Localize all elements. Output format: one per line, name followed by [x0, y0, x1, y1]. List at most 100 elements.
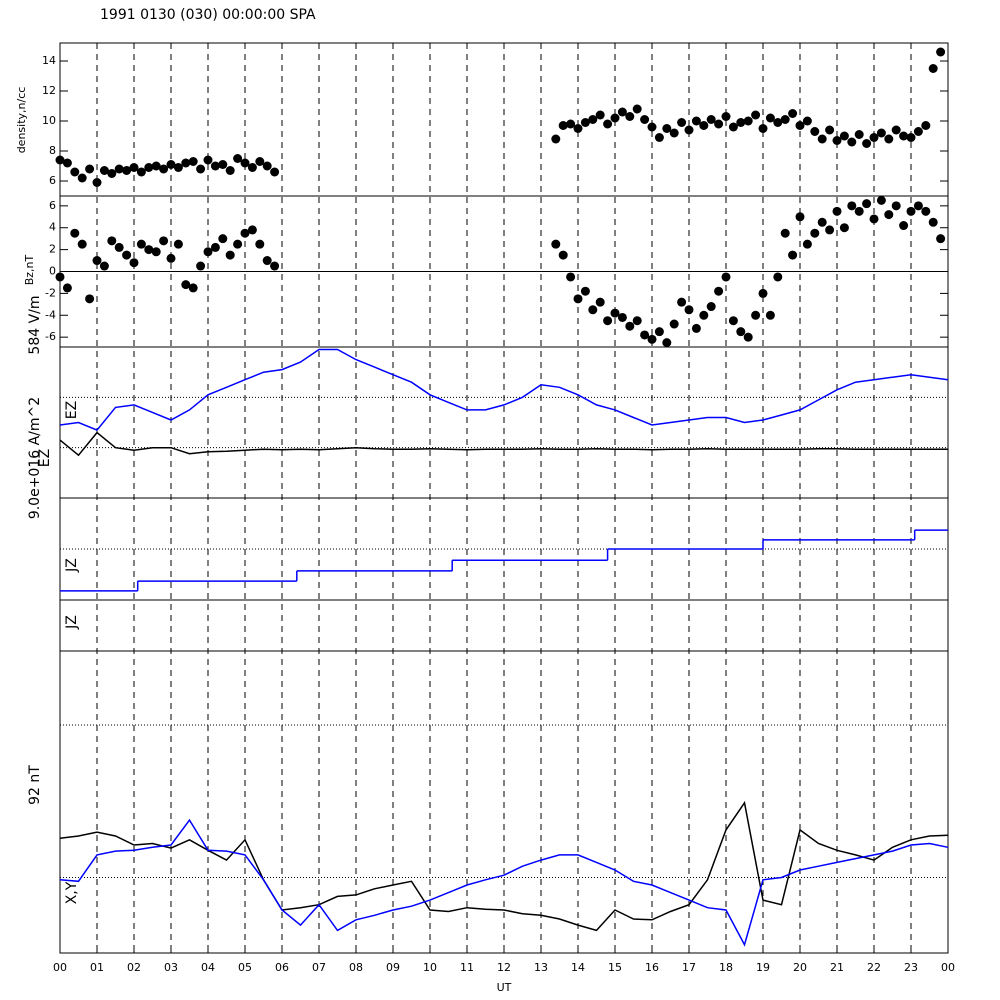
data-point — [928, 64, 938, 73]
data-point — [706, 115, 716, 124]
data-point — [166, 160, 176, 169]
data-point — [758, 124, 768, 133]
data-line — [59, 431, 948, 457]
x-tick-label: 10 — [423, 961, 437, 974]
data-point — [662, 124, 672, 133]
data-point — [203, 155, 213, 165]
y-tick-label: 0 — [49, 265, 56, 278]
data-point — [751, 110, 761, 120]
data-point — [721, 112, 731, 121]
data-point — [817, 134, 827, 144]
data-point — [899, 131, 909, 141]
data-point — [906, 133, 916, 142]
data-point — [632, 104, 642, 114]
data-point — [728, 122, 738, 132]
data-point — [869, 214, 879, 224]
data-point — [928, 217, 938, 227]
data-point — [839, 223, 849, 233]
data-point — [603, 316, 613, 326]
data-point — [669, 128, 679, 138]
x-tick-label: 00 — [53, 961, 67, 974]
data-point — [122, 166, 132, 175]
data-point — [632, 316, 642, 326]
data-point — [788, 250, 798, 260]
x-tick-label: 13 — [534, 961, 548, 974]
data-point — [603, 119, 613, 129]
data-point — [832, 206, 842, 216]
data-point — [810, 228, 820, 238]
data-point — [85, 164, 95, 174]
y-axis-label: Bz,nT — [23, 254, 36, 285]
data-point — [876, 195, 886, 205]
data-point — [662, 338, 672, 348]
data-point — [780, 228, 790, 238]
data-point — [854, 206, 864, 216]
data-point — [595, 110, 605, 120]
data-point — [610, 308, 620, 318]
data-point — [262, 256, 272, 266]
data-point — [92, 256, 102, 266]
x-tick-label: 04 — [201, 961, 215, 974]
y-tick-label: 6 — [49, 199, 56, 212]
data-point — [691, 323, 701, 333]
y-tick-label: 12 — [42, 84, 56, 97]
data-point — [691, 116, 701, 126]
data-point — [151, 161, 161, 171]
data-point — [233, 239, 243, 249]
x-tick-label: 19 — [756, 961, 770, 974]
data-point — [233, 154, 243, 163]
data-point — [913, 201, 923, 211]
data-point — [610, 113, 620, 123]
data-point — [862, 139, 872, 148]
x-tick-label: 11 — [460, 961, 474, 974]
legend-label: EZ — [37, 449, 53, 467]
x-tick-label: 03 — [164, 961, 178, 974]
data-point — [854, 130, 864, 139]
data-point — [751, 310, 761, 320]
data-point — [728, 316, 738, 326]
data-point — [921, 121, 931, 130]
y-axis-label: density,n/cc — [15, 87, 28, 154]
data-point — [595, 297, 605, 307]
data-point — [825, 225, 835, 235]
data-point — [247, 225, 257, 235]
x-tick-label: 02 — [127, 961, 141, 974]
x-tick-label: 08 — [349, 961, 363, 974]
data-point — [795, 212, 805, 222]
data-point — [913, 127, 923, 136]
data-point — [62, 283, 72, 293]
data-point — [129, 163, 139, 172]
data-point — [788, 109, 798, 118]
data-point — [218, 160, 228, 169]
data-point — [714, 119, 724, 129]
data-point — [255, 157, 265, 166]
data-point — [166, 253, 176, 263]
data-point — [640, 115, 650, 124]
legend-label: EZ — [64, 401, 80, 419]
data-point — [780, 115, 790, 124]
data-point — [817, 217, 827, 227]
data-point — [225, 166, 235, 175]
data-point — [839, 131, 849, 141]
data-point — [625, 321, 635, 331]
data-point — [210, 242, 220, 252]
data-point — [99, 261, 109, 271]
data-line — [59, 348, 949, 432]
data-point — [884, 134, 894, 144]
data-point — [225, 250, 235, 260]
data-point — [647, 334, 657, 344]
x-tick-label: 07 — [312, 961, 326, 974]
scale-label: 584 V/m — [27, 295, 43, 354]
data-point — [181, 280, 191, 290]
data-point — [107, 236, 117, 246]
data-point — [625, 112, 635, 121]
data-point — [210, 161, 220, 171]
data-point — [573, 294, 583, 304]
data-point — [936, 47, 946, 57]
data-point — [936, 234, 946, 244]
data-point — [906, 206, 916, 216]
data-point — [107, 169, 117, 178]
data-point — [677, 297, 687, 307]
y-tick-label: 2 — [49, 243, 56, 256]
